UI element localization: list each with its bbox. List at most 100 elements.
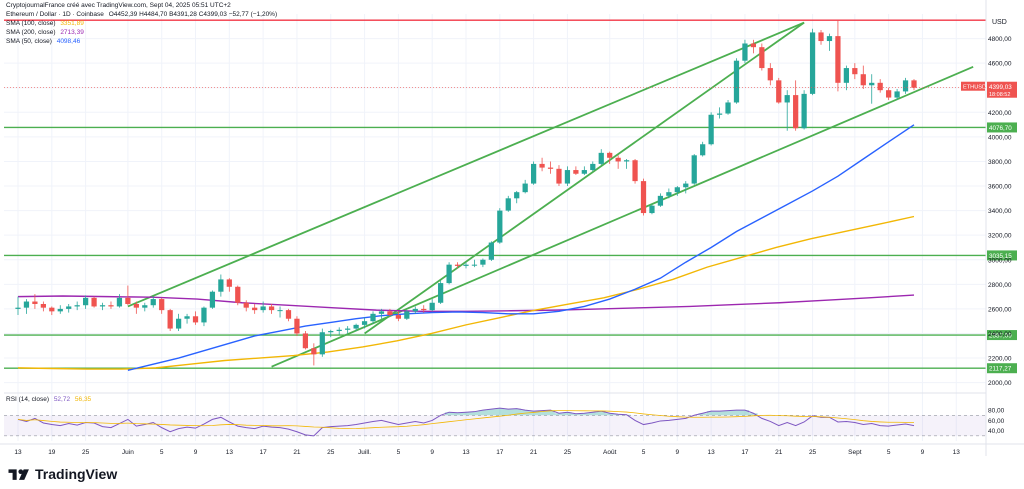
time-tick-label: Juill.	[358, 449, 371, 456]
price-tick-label: 3600,00	[988, 184, 1012, 191]
candle	[192, 311, 199, 325]
time-tick-label: 9	[676, 449, 680, 456]
candle	[91, 296, 97, 308]
candle-body	[632, 160, 638, 182]
time-tick-label: Juin	[122, 449, 134, 456]
upper-channel-line	[127, 21, 805, 308]
candle	[412, 306, 418, 314]
candle-body	[793, 95, 799, 129]
sma50-legend[interactable]: SMA (50, close) 4098,46	[6, 37, 80, 46]
candle	[277, 306, 283, 318]
candle-body	[505, 198, 511, 211]
sma100-legend[interactable]: SMA (100, close) 3351,89	[6, 19, 84, 28]
candle-body	[252, 307, 258, 311]
candle	[886, 87, 892, 101]
candle	[66, 303, 72, 313]
candle	[15, 296, 21, 316]
candle	[564, 166, 571, 187]
candle-body	[488, 242, 494, 260]
candle	[531, 161, 537, 185]
candlestick-series[interactable]	[15, 20, 917, 366]
level-tag-box	[987, 363, 1017, 374]
candle	[395, 311, 401, 322]
brand-name: TradingView	[35, 466, 118, 482]
channel-lines[interactable]	[18, 21, 974, 368]
candle-body	[869, 82, 875, 86]
candle	[23, 299, 30, 314]
candle-body	[598, 152, 604, 164]
sma200-line	[17, 294, 915, 313]
candle-body	[454, 264, 461, 266]
candle	[809, 28, 816, 96]
time-tick-label: 25	[564, 449, 572, 456]
candle-body	[345, 328, 351, 330]
candle-body	[235, 286, 241, 303]
candle-body	[514, 192, 520, 199]
candle	[759, 43, 765, 71]
time-tick-label: 5	[642, 449, 646, 456]
price-tick-label: 2800,00	[988, 282, 1012, 289]
candle	[581, 166, 587, 175]
rsi-overbought-fill	[444, 408, 758, 416]
candle-body	[733, 60, 740, 103]
candle-body	[750, 43, 757, 48]
rsi-ma-line	[17, 410, 914, 430]
price-axis[interactable]: 2000,00 2200,00 2400,00 2600,00 2800,00 3000,…	[985, 0, 1012, 456]
candle-body	[201, 307, 207, 323]
candle	[328, 329, 334, 338]
candle	[640, 178, 647, 216]
time-tick-label: 19	[48, 449, 56, 456]
candle	[175, 313, 182, 332]
candle-body	[522, 183, 528, 193]
candle	[345, 326, 351, 334]
sma200-legend[interactable]: SMA (200, close) 2713,39	[6, 28, 84, 37]
candle	[902, 77, 909, 94]
candle-body	[268, 306, 275, 311]
candle-body	[497, 210, 503, 243]
tradingview-logo-icon	[8, 469, 29, 480]
candle	[615, 155, 621, 169]
candle-body	[615, 157, 621, 162]
time-tick-label: 13	[14, 449, 22, 456]
candle	[894, 88, 900, 101]
candle-body	[328, 331, 334, 333]
time-tick-label: 17	[741, 449, 749, 456]
candle-body	[74, 305, 80, 307]
candle	[108, 301, 114, 309]
time-axis[interactable]: 13 19 25 Juin 5 9 13 17 21 25 Juill. 5 9 13 17 21 25 Août…	[0, 443, 1024, 456]
ohlc-values: O4452,39 H4484,70 B4391,28 C4399,03 −52,…	[108, 11, 278, 18]
horizontal-levels[interactable]: 4076,70 3035,15 2387,09 2117,27	[4, 19, 1017, 374]
candle	[911, 79, 917, 91]
candle-body	[716, 113, 723, 115]
candle	[218, 274, 224, 297]
candle	[742, 39, 748, 64]
sma50-label: SMA (50, close)	[6, 38, 52, 45]
candle	[133, 301, 139, 314]
price-tick-label: 4000,00	[988, 134, 1012, 141]
candle	[209, 290, 216, 309]
rsi-legend[interactable]: RSI (14, close) 52,72 56,35	[6, 395, 91, 404]
sma100-line	[17, 215, 915, 370]
candle-body	[623, 160, 630, 162]
candle	[843, 65, 849, 91]
candle-body	[277, 310, 283, 312]
candle-body	[395, 315, 401, 319]
candle	[573, 166, 579, 175]
candle-body	[860, 74, 866, 86]
candle	[539, 157, 545, 172]
candle-body	[184, 316, 190, 319]
channel-line	[271, 66, 974, 368]
candle-body	[742, 43, 748, 61]
candle-body	[226, 279, 232, 287]
candle	[835, 20, 841, 92]
candle-body	[640, 181, 647, 214]
candle-body	[539, 163, 545, 168]
currency-label[interactable]: USD	[992, 19, 1007, 26]
candle-body	[40, 303, 46, 308]
candle-body	[133, 303, 139, 308]
candle	[294, 316, 300, 336]
candle-body	[15, 307, 21, 309]
tradingview-logo[interactable]: TradingView	[8, 465, 117, 483]
candle-body	[99, 305, 106, 307]
